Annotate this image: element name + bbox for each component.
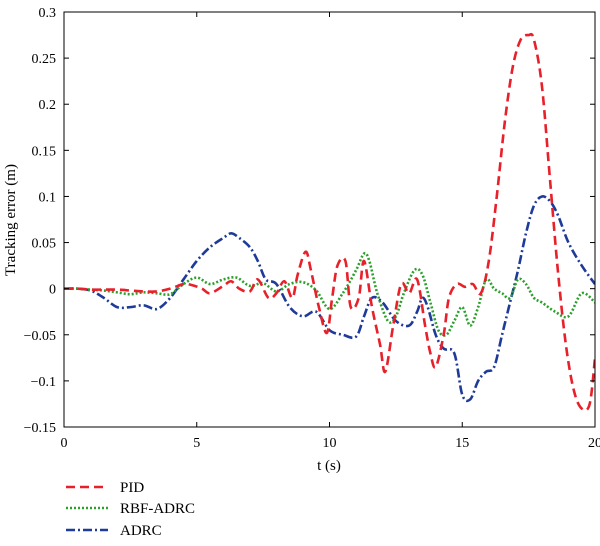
x-tick-label: 10: [323, 436, 337, 451]
y-tick-label: 0: [49, 283, 56, 298]
series-line-pid: [64, 32, 595, 412]
y-tick-label: 0.1: [39, 190, 57, 205]
y-tick-label: 0.15: [32, 144, 57, 159]
legend-label-rbf-adrc: RBF-ADRC: [120, 501, 195, 517]
legend-label-pid: PID: [120, 480, 144, 496]
y-tick-label: −0.15: [24, 421, 56, 436]
x-axis: 0 5 10 15 20: [61, 12, 600, 451]
y-axis-title: Tracking error (m): [3, 164, 19, 276]
y-tick-label: 0.05: [32, 237, 57, 252]
legend-label-adrc: ADRC: [120, 523, 162, 539]
y-tick-label: 0.25: [32, 52, 57, 67]
series-line-adrc: [64, 195, 595, 403]
series-line-rbf-adrc: [64, 251, 595, 337]
x-axis-title: t (s): [317, 458, 341, 474]
x-tick-label: 0: [61, 436, 68, 451]
y-tick-label: −0.05: [24, 329, 56, 344]
x-tick-label: 20: [588, 436, 600, 451]
legend: PID RBF-ADRC ADRC: [66, 480, 195, 539]
y-tick-label: 0.2: [39, 98, 57, 113]
x-tick-label: 5: [193, 436, 200, 451]
series-layer: [64, 32, 595, 412]
y-axis: −0.15 −0.1 −0.05 0 0.05 0.1 0.15 0.2 0.25 0.3: [24, 6, 595, 436]
y-tick-label: 0.3: [39, 6, 57, 21]
y-tick-label: −0.1: [31, 375, 56, 390]
plot-frame: [63, 11, 596, 428]
x-tick-label: 15: [455, 436, 469, 451]
